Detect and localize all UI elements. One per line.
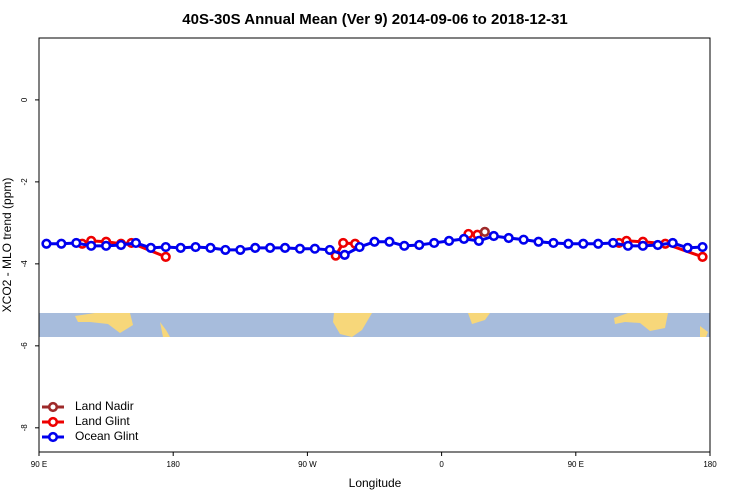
point — [265, 242, 276, 253]
point — [518, 234, 529, 245]
point — [697, 241, 708, 253]
point — [548, 237, 559, 249]
y-tick-label: -6 — [20, 342, 29, 350]
point — [667, 237, 678, 249]
point — [354, 241, 365, 253]
point — [115, 239, 127, 251]
point — [563, 238, 574, 249]
point — [697, 251, 708, 262]
point — [578, 238, 589, 249]
point — [473, 235, 484, 247]
y-tick-label: -2 — [20, 178, 29, 186]
point — [593, 238, 604, 249]
point — [443, 235, 455, 247]
point — [100, 240, 112, 251]
legend-label: Land Glint — [75, 414, 130, 428]
point — [309, 243, 320, 254]
x-tick-label: 90 W — [298, 460, 317, 469]
point — [86, 240, 97, 251]
y-tick-label: -8 — [20, 424, 29, 432]
point — [250, 242, 261, 253]
point — [637, 240, 649, 251]
y-tick-label: -4 — [20, 260, 29, 268]
x-tick-label: 180 — [167, 460, 181, 469]
y-axis-label: XCO2 - MLO trend (ppm) — [0, 178, 14, 313]
legend-marker — [47, 416, 59, 428]
point — [414, 239, 425, 251]
x-tick-label: 90 E — [31, 460, 47, 469]
point — [130, 237, 142, 249]
point — [652, 239, 663, 251]
point — [339, 249, 350, 260]
point — [71, 237, 82, 249]
point — [622, 240, 634, 251]
legend-marker — [47, 401, 59, 413]
x-tick-label: 180 — [703, 460, 717, 469]
chart-title: 40S-30S Annual Mean (Ver 9) 2014-09-06 t… — [182, 11, 567, 28]
x-tick-label: 90 E — [568, 460, 584, 469]
legend-label: Land Nadir — [75, 399, 134, 413]
point — [429, 237, 440, 249]
point — [145, 242, 156, 253]
y-tick-label: 0 — [20, 97, 29, 102]
map-strip — [39, 313, 710, 337]
legend-marker — [47, 431, 59, 443]
point — [533, 236, 544, 247]
point — [338, 237, 349, 249]
point — [324, 244, 335, 256]
point — [458, 233, 470, 244]
point — [488, 230, 499, 242]
plot-frame — [38, 37, 711, 453]
point — [399, 240, 410, 251]
point — [235, 244, 246, 256]
point — [607, 237, 619, 249]
point — [41, 238, 52, 249]
point — [294, 243, 306, 254]
legend-label: Ocean Glint — [75, 429, 139, 443]
point — [160, 241, 171, 253]
point — [220, 244, 231, 256]
point — [384, 236, 395, 247]
point — [682, 242, 693, 253]
x-tick-label: 0 — [439, 460, 444, 469]
point — [503, 232, 514, 244]
x-axis-label: Longitude — [349, 476, 402, 490]
point — [279, 242, 291, 253]
point — [175, 242, 186, 253]
point — [205, 242, 216, 253]
point — [160, 251, 171, 262]
point — [56, 238, 67, 249]
point — [369, 236, 380, 247]
point — [479, 226, 490, 237]
point — [190, 241, 201, 253]
